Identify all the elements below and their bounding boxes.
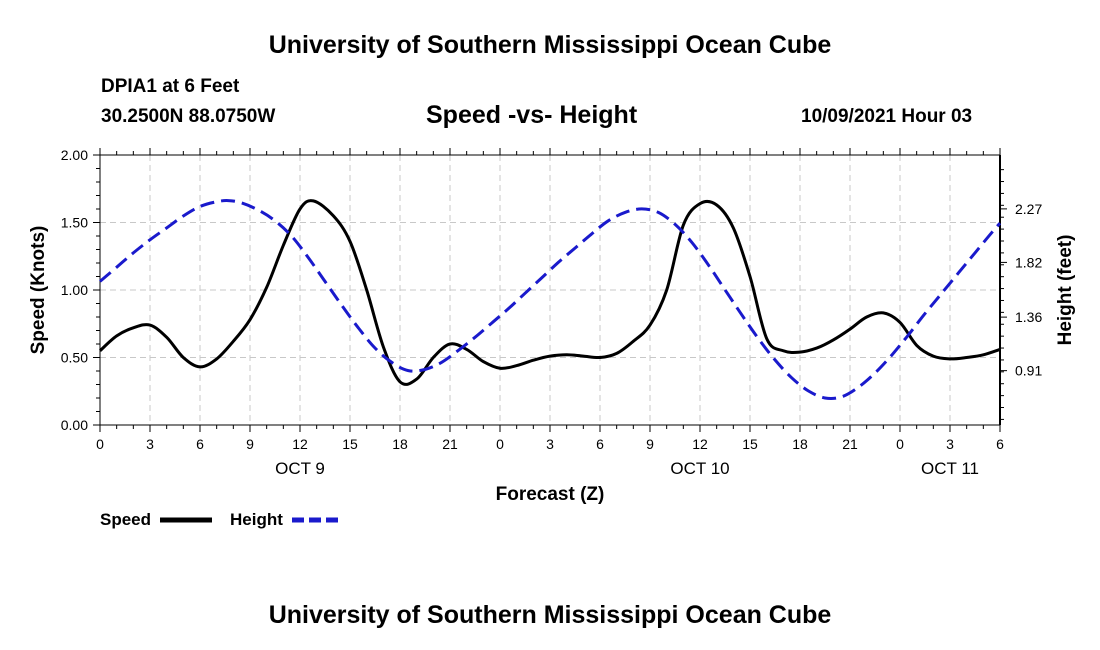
x-tick-label: 12 [292,436,308,452]
height-series-line [99,199,1002,401]
x-tick-label: 9 [246,436,254,452]
y-axis-label: Speed (Knots) [28,226,49,355]
x-tick-label: 15 [342,436,358,452]
legend-speed-label: Speed [100,510,151,529]
y-tick-label: 2.00 [61,147,88,163]
x-tick-label: 21 [842,436,858,452]
axis-ticks [93,148,1007,432]
station-label: DPIA1 at 6 Feet [101,76,240,97]
x-tick-label: 0 [496,436,504,452]
x-tick-label: 18 [392,436,408,452]
x-tick-label: 0 [896,436,904,452]
forecast-datetime: 10/09/2021 Hour 03 [801,106,973,127]
legend-height-label: Height [230,510,283,529]
x-tick-label: 0 [96,436,104,452]
date-label: OCT 10 [670,459,729,478]
series-lines [98,199,1002,401]
y2-tick-label: 0.91 [1015,363,1042,379]
x-tick-label: 18 [792,436,808,452]
y-tick-label: 1.50 [61,215,88,231]
y-tick-label: 0.50 [61,350,88,366]
y-tick-label: 0.00 [61,417,88,433]
coordinates-label: 30.2500N 88.0750W [101,106,276,127]
top-title: University of Southern Mississippi Ocean… [268,31,832,59]
y2-tick-label: 1.36 [1015,309,1042,325]
x-tick-label: 3 [546,436,554,452]
x-tick-label: 12 [692,436,708,452]
x-tick-label: 3 [146,436,154,452]
speed-series-line [98,199,1001,386]
date-label: OCT 11 [921,459,979,478]
tick-labels: 0 3 6 9 12 15 18 21 0 3 6 9 12 15 18 21 0 3 6 OCT 9 OCT 10 OC… [61,147,1043,478]
date-label: OCT 9 [275,459,325,478]
y-tick-label: 1.00 [61,282,88,298]
x-tick-label: 9 [646,436,654,452]
x-axis-label: Forecast (Z) [496,484,605,505]
y2-tick-label: 1.82 [1015,254,1042,270]
legend: Speed Height [100,510,343,529]
x-tick-label: 15 [742,436,758,452]
x-tick-label: 6 [596,436,604,452]
y2-tick-label: 2.27 [1015,201,1042,217]
y2-axis-label: Height (feet) [1055,235,1076,346]
x-tick-label: 21 [442,436,458,452]
x-tick-label: 6 [196,436,204,452]
bottom-title: University of Southern Mississippi Ocean… [268,601,832,629]
grid-lines [100,155,1000,425]
x-tick-label: 6 [996,436,1004,452]
x-tick-label: 3 [946,436,954,452]
chart-title: Speed -vs- Height [426,101,638,129]
